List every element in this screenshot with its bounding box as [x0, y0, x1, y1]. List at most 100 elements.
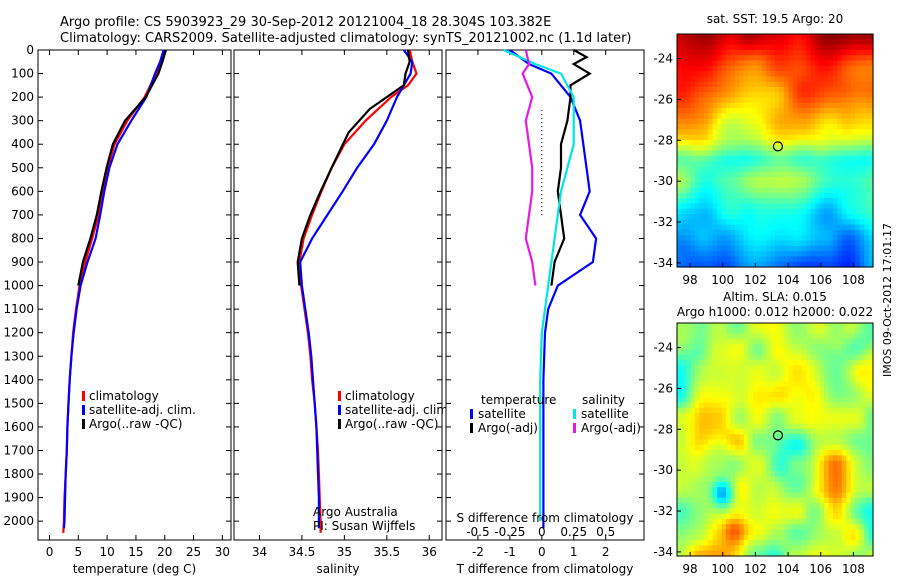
map-cell: [685, 256, 691, 263]
map-cell: [806, 97, 812, 104]
map-cell: [730, 375, 736, 382]
map-cell: [757, 208, 763, 215]
map-cell: [788, 49, 794, 56]
map-cell: [797, 198, 803, 205]
map-cell: [832, 161, 838, 167]
map-cell: [743, 465, 749, 472]
map-cell: [775, 65, 781, 72]
map-cell: [815, 428, 821, 435]
map-cell: [824, 176, 830, 183]
map-cell: [677, 76, 683, 83]
map-cell: [864, 375, 870, 382]
map-cell: [864, 86, 870, 93]
map-cell: [792, 407, 798, 414]
map-cell: [810, 338, 816, 345]
map-cell: [694, 323, 700, 329]
map-cell: [766, 187, 772, 194]
map-cell: [815, 524, 821, 531]
map-cell: [828, 407, 834, 414]
map-cell: [815, 150, 821, 157]
map-cell: [797, 71, 803, 77]
map-cell: [712, 39, 718, 46]
map-cell: [770, 187, 776, 194]
map-cell: [841, 49, 847, 56]
map-cell: [801, 476, 807, 483]
map-cell: [717, 471, 723, 478]
map-cell: [775, 71, 781, 77]
map-cell: [694, 418, 700, 425]
legend-swatch: [338, 391, 341, 401]
map-cell: [726, 44, 732, 51]
map-cell: [739, 256, 745, 263]
map-cell: [726, 97, 732, 104]
map-cell: [726, 455, 732, 462]
map-cell: [850, 487, 856, 494]
map-cell: [815, 365, 821, 372]
map-cell: [792, 124, 798, 130]
map-cell: [837, 370, 843, 377]
map-cell: [770, 360, 776, 366]
map-cell: [699, 155, 705, 162]
map-cell: [855, 145, 861, 152]
map-cell: [868, 386, 874, 393]
map-cell: [775, 81, 781, 88]
map-cell: [828, 333, 834, 340]
map-cell: [806, 402, 812, 409]
map-cell: [694, 476, 700, 483]
y-tick-label: 1100: [3, 302, 34, 316]
map-cell: [788, 375, 794, 382]
map-cell: [677, 503, 683, 509]
map-cell: [824, 481, 830, 488]
map-cell: [717, 256, 723, 263]
map-cell: [868, 413, 874, 419]
map-cell: [797, 450, 803, 456]
map-cell: [708, 49, 714, 56]
map-cell: [730, 328, 736, 335]
map-cell: [739, 503, 745, 509]
map-cell: [859, 524, 865, 531]
plot-frame: [233, 49, 443, 541]
map-cell: [685, 365, 691, 372]
map-cell: [783, 219, 789, 226]
map-cell: [694, 381, 700, 388]
map-cell: [685, 513, 691, 520]
map-cell: [828, 256, 834, 263]
map-cell: [703, 338, 709, 345]
map-cell: [792, 81, 798, 88]
map-cell: [850, 219, 856, 226]
map-cell: [743, 187, 749, 194]
map-cell: [761, 102, 767, 109]
map-cell: [690, 102, 696, 109]
map-cell: [681, 192, 687, 199]
map-cell: [721, 323, 727, 329]
map-cell: [806, 44, 812, 51]
map-cell: [855, 524, 861, 531]
map-cell: [801, 534, 807, 541]
map-cell: [797, 39, 803, 46]
map-cell: [712, 55, 718, 62]
map-cell: [801, 381, 807, 388]
map-cell: [864, 187, 870, 194]
map-cell: [770, 65, 776, 72]
map-cell: [699, 86, 705, 93]
map-cell: [824, 375, 830, 382]
map-cell: [748, 235, 754, 242]
map-cell: [721, 203, 727, 210]
map-cell: [810, 65, 816, 72]
map-cell: [824, 240, 830, 247]
map-cell: [775, 503, 781, 509]
map-cell: [690, 97, 696, 104]
map-cell: [775, 386, 781, 393]
map-cell: [770, 508, 776, 515]
map-cell: [730, 65, 736, 72]
map-cell: [712, 338, 718, 345]
map-cell: [739, 338, 745, 345]
map-cell: [703, 81, 709, 88]
map-cell: [850, 150, 856, 157]
legend-swatch: [573, 409, 576, 419]
map-cell: [855, 171, 861, 178]
map-cell: [694, 166, 700, 173]
map-cell: [868, 134, 874, 141]
map-cell: [810, 161, 816, 167]
map-cell: [864, 503, 870, 509]
